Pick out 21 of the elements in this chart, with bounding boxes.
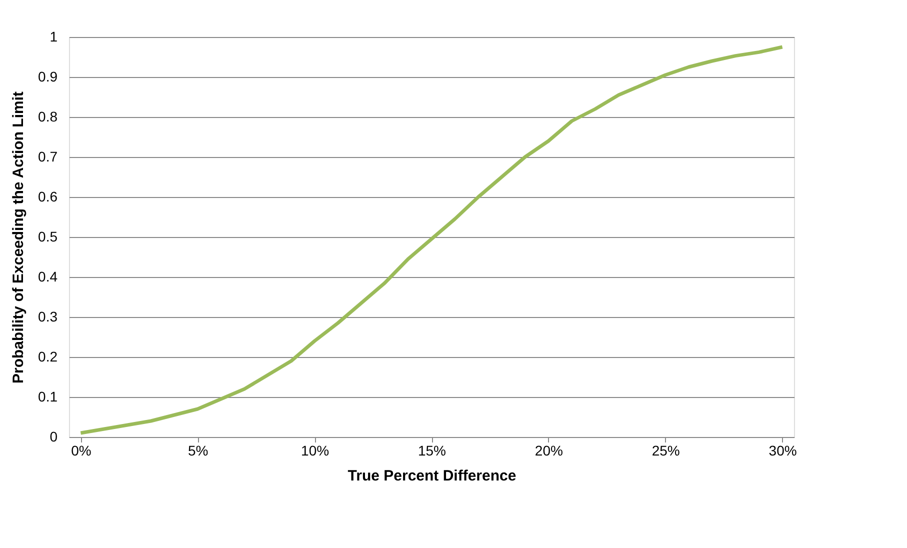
x-axis-title: True Percent Difference (348, 468, 516, 484)
y-tick-label: 0.4 (38, 268, 58, 284)
x-tick-label: 20% (534, 442, 563, 458)
x-tick-label: 25% (652, 442, 680, 458)
y-tick-label: 0 (50, 428, 58, 444)
y-tick-label: 0.6 (38, 188, 58, 204)
x-tick-label: 30% (768, 442, 797, 458)
line-series (78, 45, 784, 435)
y-tick-label: 0.5 (38, 228, 58, 244)
y-tick-label: 0.3 (38, 308, 58, 324)
y-tick-label: 0.8 (38, 108, 58, 124)
y-axis-title: Probability of Exceeding the Action Limit (10, 92, 28, 384)
y-tick-label: 0.7 (38, 148, 58, 164)
y-tick-label: 0.9 (38, 68, 58, 84)
x-tick-label: 0% (71, 442, 92, 458)
x-tick-label: 5% (188, 442, 208, 458)
y-tick-label: 1 (50, 28, 58, 44)
x-tick-label: 10% (301, 442, 330, 458)
y-tick-label: 0.1 (38, 388, 58, 404)
x-tick-label: 15% (418, 442, 446, 458)
y-tick-label: 0.2 (38, 348, 58, 364)
